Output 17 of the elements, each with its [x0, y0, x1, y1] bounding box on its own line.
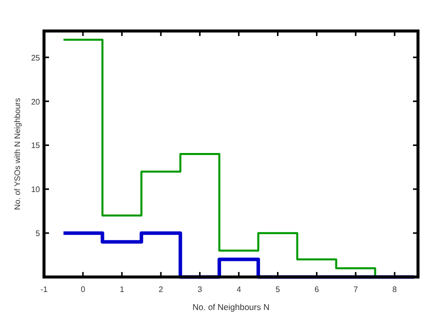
x-tick-label: 7	[353, 285, 358, 294]
y-axis-title: No. of YSOs with N Neighbours	[13, 98, 22, 210]
x-tick-label: 8	[392, 285, 398, 294]
x-tick-label: 2	[158, 285, 164, 294]
x-tick-label: 5	[276, 285, 281, 294]
y-tick-label: 15	[31, 141, 41, 150]
y-tick-label: 10	[31, 185, 41, 194]
x-tick-label: 3	[198, 285, 203, 294]
y-tick-label: 25	[31, 53, 41, 62]
y-tick-label: 20	[31, 97, 41, 106]
x-tick-label: 1	[120, 285, 125, 294]
x-axis-title: No. of Neighbours N	[192, 302, 270, 312]
x-tick-label: -1	[40, 285, 48, 294]
x-tick-label: 0	[80, 285, 86, 294]
x-tick-label: 4	[236, 285, 242, 294]
x-tick-label: 6	[314, 285, 320, 294]
y-tick-label: 5	[36, 229, 41, 238]
